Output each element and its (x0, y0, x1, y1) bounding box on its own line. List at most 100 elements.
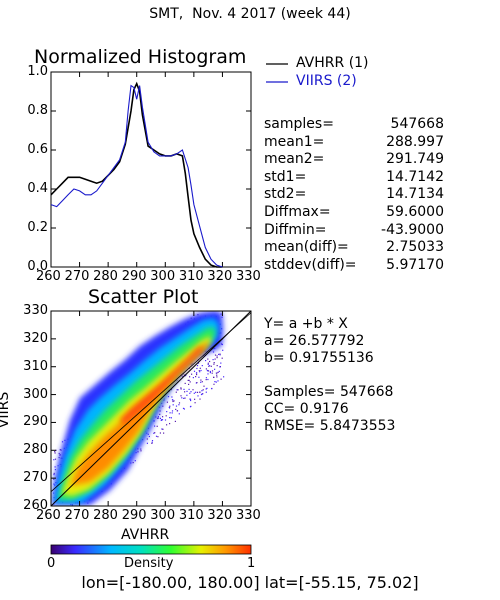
scatter-point (187, 379, 189, 381)
scatter-point (169, 407, 171, 409)
scatter-point (218, 353, 220, 355)
scatter-point (170, 389, 172, 391)
scatter-point (177, 389, 179, 391)
scatter-point (151, 440, 154, 442)
scatter-point (186, 394, 188, 396)
scatter-point (195, 376, 197, 378)
scatter-point (209, 370, 211, 373)
histogram-x-tick-label: 290 (121, 269, 147, 284)
scatter-point (169, 423, 171, 425)
scatter-x-tick-label: 320 (207, 508, 233, 523)
histogram-y-tick-label: 0.2 (27, 220, 48, 235)
scatter-point (219, 366, 221, 368)
scatter-x-tick-label: 280 (93, 508, 118, 523)
stat-value: 291.749 (386, 151, 444, 168)
stat-value: 288.997 (386, 133, 444, 150)
scatter-point (208, 365, 210, 367)
scatter-point (219, 354, 221, 356)
scatter-y-axis-label: VIIRS (0, 391, 13, 429)
scatter-point (132, 462, 134, 464)
scatter-point (53, 478, 55, 480)
scatter-point (140, 448, 142, 450)
scatter-point (195, 391, 197, 393)
scatter-point (221, 357, 223, 359)
regression-rmse: RMSE= 5.8473553 (264, 418, 396, 434)
scatter-point (147, 433, 149, 435)
stat-label: Diffmin= (264, 221, 327, 238)
scatter-point (157, 417, 159, 419)
scatter-point (214, 358, 216, 360)
scatter-point (180, 388, 182, 390)
stat-row: Diffmax= 59.6000 (264, 204, 444, 222)
scatter-point (211, 370, 214, 372)
scatter-point (199, 371, 201, 373)
scatter-point (173, 400, 175, 402)
scatter-point (157, 436, 159, 438)
scatter-point (156, 417, 159, 419)
scatter-point (161, 419, 163, 421)
scatter-point (180, 395, 182, 397)
scatter-point (196, 382, 198, 384)
scatter-point (199, 391, 201, 393)
scatter-point (216, 374, 218, 376)
scatter-point (146, 442, 148, 444)
scatter-point (53, 472, 55, 474)
scatter-y-tick-label: 290 (23, 414, 48, 430)
scatter-point (175, 408, 177, 410)
scatter-point (176, 389, 178, 391)
scatter-y-tick-label: 320 (23, 330, 48, 346)
scatter-x-tick-label: 300 (150, 508, 176, 523)
density-layer-orange (70, 342, 209, 486)
histogram-series-viirs (50, 84, 223, 268)
scatter-point (209, 360, 211, 363)
scatter-point (202, 389, 204, 391)
scatter-point (154, 432, 156, 434)
statistics-panel: samples= 547668 mean1= 288.997 mean2= 291.749… (264, 116, 444, 274)
stat-value: 14.7134 (386, 186, 444, 203)
scatter-point (197, 395, 199, 397)
histogram-x-tick-label: 280 (93, 269, 118, 284)
scatter-point (54, 451, 56, 453)
scatter-point (221, 343, 223, 346)
scatter-point (176, 410, 179, 412)
scatter-point (54, 458, 57, 460)
regression-equation: Y= a +b * X (264, 316, 348, 332)
histogram-x-tick-label: 300 (150, 269, 176, 284)
scatter-point (183, 388, 185, 390)
scatter-point (54, 469, 56, 471)
scatter-y-tick-label: 280 (23, 442, 48, 458)
scatter-y-tick-label: 270 (23, 470, 48, 486)
scatter-point (205, 391, 207, 393)
scatter-point (203, 385, 205, 387)
scatter-y-tick-label: 260 (23, 498, 48, 513)
scatter-point (180, 387, 182, 389)
scatter-point (198, 370, 200, 372)
scatter-point (188, 383, 190, 385)
scatter-point (153, 432, 155, 434)
histogram-series-avhrr (50, 81, 223, 268)
scatter-point (162, 428, 164, 430)
scatter-point (166, 424, 168, 426)
histogram-x-tick-label: 330 (236, 269, 261, 284)
scatter-point (164, 419, 167, 421)
scatter-point (178, 404, 180, 406)
histogram-lines (50, 81, 223, 268)
regression-cc: CC= 0.9176 (264, 401, 349, 417)
stat-row: mean(diff)= 2.75033 (264, 239, 444, 257)
scatter-x-axis-label: AVHRR (121, 527, 170, 543)
colorbar-min-label: 0 (47, 556, 56, 571)
scatter-point (205, 368, 207, 370)
scatter-point (188, 388, 190, 390)
scatter-point (159, 410, 161, 412)
scatter-point (220, 378, 222, 380)
scatter-x-tick-label: 310 (178, 508, 204, 523)
scatter-point (161, 428, 163, 430)
scatter-point (163, 432, 165, 434)
scatter-point (170, 417, 172, 419)
legend-avhrr-label: AVHRR (1) (296, 55, 369, 71)
scatter-point (205, 377, 207, 379)
scatter-point (206, 369, 208, 372)
scatter-point (213, 376, 215, 378)
scatter-point (193, 392, 195, 394)
scatter-point (166, 401, 168, 403)
